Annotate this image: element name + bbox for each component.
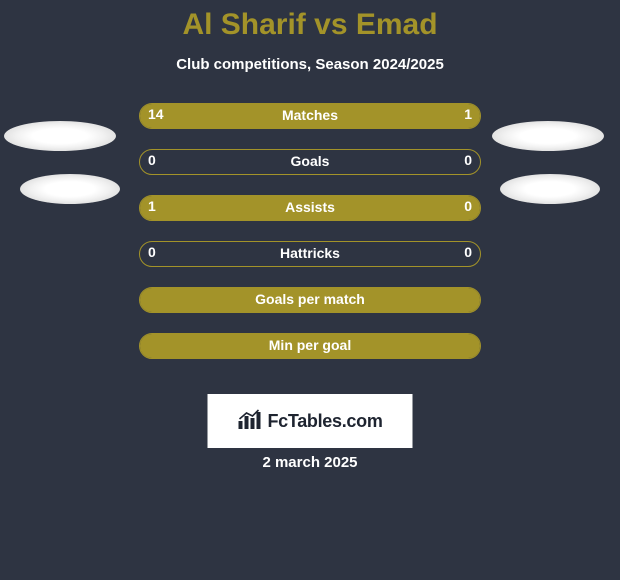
- logo-text: FcTables.com: [267, 411, 382, 432]
- stat-value-right: 1: [464, 106, 472, 122]
- stat-label: Hattricks: [140, 245, 480, 261]
- stat-value-left: 1: [148, 198, 156, 214]
- stat-label: Matches: [140, 107, 480, 123]
- subtitle: Club competitions, Season 2024/2025: [0, 56, 620, 73]
- stat-bar-track: Assists: [139, 195, 481, 221]
- avatar-shadow: [4, 121, 116, 151]
- avatar-shadow: [492, 121, 604, 151]
- stat-value-left: 0: [148, 152, 156, 168]
- stat-bar-track: Goals per match: [139, 287, 481, 313]
- stat-label: Goals per match: [140, 291, 480, 307]
- stat-bar-track: Matches: [139, 103, 481, 129]
- stat-bar-track: Hattricks: [139, 241, 481, 267]
- player-left-name: Al Sharif: [182, 8, 305, 41]
- stat-value-right: 0: [464, 244, 472, 260]
- stat-row: Min per goal: [0, 333, 620, 379]
- avatar-shadow: [500, 174, 600, 204]
- stat-label: Min per goal: [140, 337, 480, 353]
- stat-value-right: 0: [464, 152, 472, 168]
- stat-label: Goals: [140, 153, 480, 169]
- logo-bars-icon: [237, 409, 263, 434]
- logo-badge: FcTables.com: [208, 394, 413, 448]
- stat-bar-track: Min per goal: [139, 333, 481, 359]
- avatar-shadow: [20, 174, 120, 204]
- player-right-name: Emad: [356, 8, 438, 41]
- stat-row: Hattricks0 0: [0, 241, 620, 287]
- stat-value-left: 14: [148, 106, 164, 122]
- vs-label: vs: [314, 8, 347, 41]
- date-line: 2 march 2025: [0, 454, 620, 471]
- stat-label: Assists: [140, 199, 480, 215]
- stat-bar-track: Goals: [139, 149, 481, 175]
- stat-value-left: 0: [148, 244, 156, 260]
- stat-value-right: 0: [464, 198, 472, 214]
- comparison-title: Al Sharif vs Emad: [0, 0, 620, 42]
- stat-row: Goals per match: [0, 287, 620, 333]
